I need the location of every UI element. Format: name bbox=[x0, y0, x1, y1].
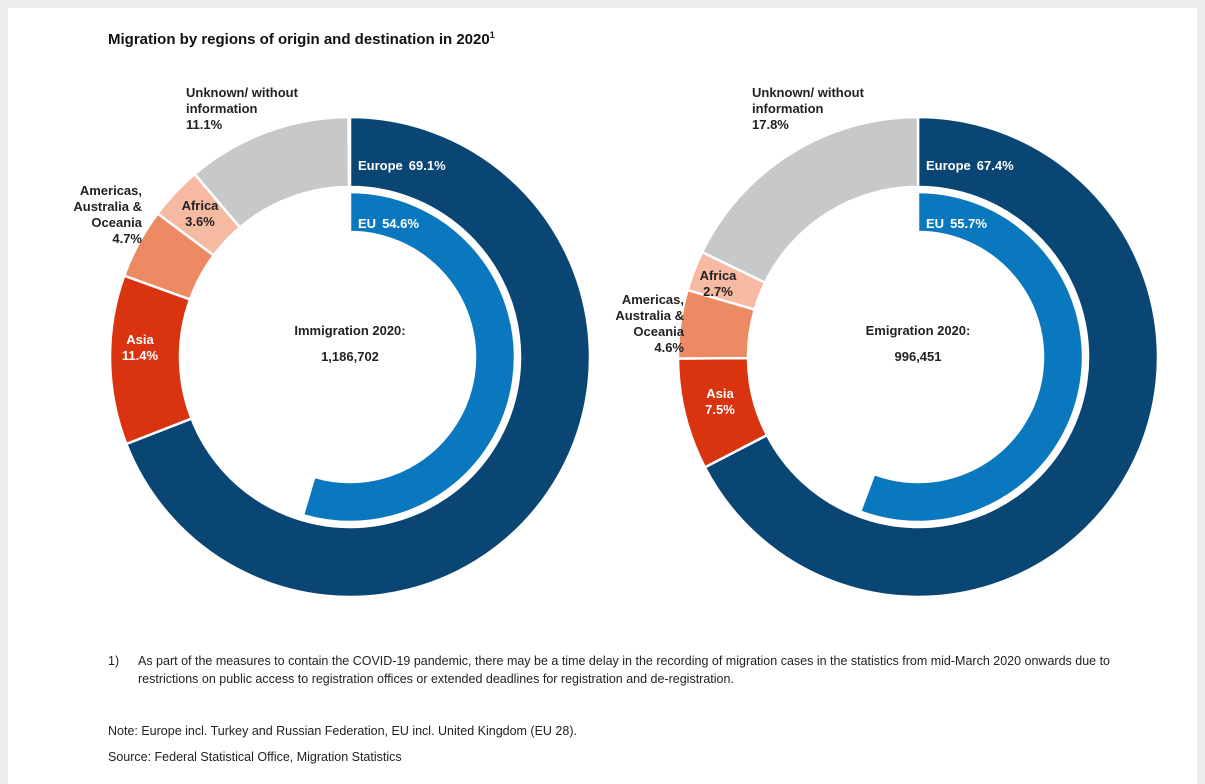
segment-value: 67.4% bbox=[976, 158, 1014, 173]
segment-value: 69.1% bbox=[408, 158, 446, 173]
segment-value: 11.4% bbox=[121, 348, 159, 363]
donut-segment bbox=[700, 115, 920, 285]
segment-name: Unknown/ without information bbox=[186, 85, 298, 116]
center-total: 996,451 bbox=[894, 349, 942, 364]
source: Source: Federal Statistical Office, Migr… bbox=[108, 750, 402, 764]
footnote-marker: 1) bbox=[108, 654, 120, 668]
segment-value: 7.5% bbox=[705, 402, 735, 417]
segment-name: Africa bbox=[181, 198, 219, 213]
segment-label: Asia 7.5% bbox=[680, 386, 760, 418]
segment-value: 3.6% bbox=[185, 214, 215, 229]
segment-label: Africa 2.7% bbox=[678, 268, 758, 300]
footnote-text: As part of the measures to contain the C… bbox=[138, 654, 1110, 686]
inner-label: EU 55.7% bbox=[926, 216, 987, 232]
segment-name: Asia bbox=[706, 386, 734, 401]
donut-segment bbox=[192, 115, 351, 230]
inner-name: EU bbox=[358, 216, 377, 231]
title: Migration by regions of origin and desti… bbox=[108, 30, 495, 48]
center-total: 1,186,702 bbox=[321, 349, 379, 364]
inner-segment bbox=[301, 190, 517, 524]
center-label: Immigration 2020: 1,186,702 bbox=[250, 318, 450, 370]
segment-name: Europe bbox=[926, 158, 971, 173]
segment-label: Asia 11.4% bbox=[100, 332, 180, 364]
segment-name: Americas, Australia & Oceania bbox=[73, 183, 142, 230]
title-text: Migration by regions of origin and desti… bbox=[108, 31, 490, 48]
segment-name: Africa bbox=[699, 268, 737, 283]
inner-segment bbox=[858, 190, 1085, 524]
segment-label: Africa 3.6% bbox=[160, 198, 240, 230]
title-note: 1 bbox=[489, 30, 495, 40]
center-title: Emigration 2020: bbox=[865, 323, 971, 338]
segment-name: Europe bbox=[358, 158, 403, 173]
inner-label: EU 54.6% bbox=[358, 216, 419, 232]
inner-value: 55.7% bbox=[950, 216, 987, 231]
segment-value: 4.7% bbox=[112, 231, 142, 246]
segment-label: Unknown/ without information 17.8% bbox=[752, 85, 922, 133]
segment-label: Americas, Australia & Oceania 4.6% bbox=[572, 292, 684, 356]
segment-name: Asia bbox=[126, 332, 154, 347]
segment-label: Americas, Australia & Oceania 4.7% bbox=[30, 183, 142, 247]
segment-label: Unknown/ without information 11.1% bbox=[186, 85, 356, 133]
segment-value: 4.6% bbox=[654, 340, 684, 355]
donut-segment bbox=[124, 115, 592, 599]
segment-value: 2.7% bbox=[703, 284, 733, 299]
center-label: Emigration 2020: 996,451 bbox=[818, 318, 1018, 370]
segment-value: 17.8% bbox=[752, 117, 789, 132]
note: Note: Europe incl. Turkey and Russian Fe… bbox=[108, 724, 577, 738]
inner-name: EU bbox=[926, 216, 945, 231]
segment-label: Europe 67.4% bbox=[926, 158, 1014, 174]
inner-value: 54.6% bbox=[382, 216, 419, 231]
donut-segment bbox=[703, 115, 1160, 599]
segment-name: Americas, Australia & Oceania bbox=[615, 292, 684, 339]
footnote: 1) As part of the measures to contain th… bbox=[108, 652, 1118, 688]
segment-name: Unknown/ without information bbox=[752, 85, 864, 116]
segment-label: Europe 69.1% bbox=[358, 158, 446, 174]
center-title: Immigration 2020: bbox=[294, 323, 406, 338]
segment-value: 11.1% bbox=[186, 117, 223, 132]
